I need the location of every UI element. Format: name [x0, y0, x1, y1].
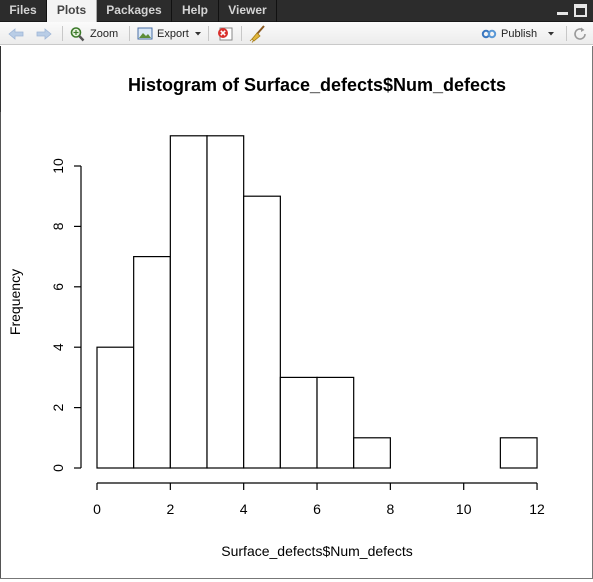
tab-plots[interactable]: Plots [47, 0, 97, 23]
histogram-bar [133, 256, 171, 469]
publish-icon [481, 29, 497, 38]
broom-icon [249, 24, 265, 43]
y-axis: 0 2 4 6 8 10 [50, 158, 82, 472]
tab-viewer[interactable]: Viewer [219, 0, 277, 22]
export-label: Export [157, 27, 189, 40]
x-tick-label: 12 [529, 501, 545, 517]
tab-packages[interactable]: Packages [97, 0, 172, 22]
toolbar-divider [62, 26, 63, 41]
histogram-bar [279, 376, 318, 469]
histogram-bar [499, 437, 538, 469]
export-image-icon [137, 27, 153, 39]
x-tick-label: 6 [313, 501, 321, 517]
y-tick-label: 2 [50, 403, 66, 411]
toolbar-divider [241, 26, 242, 41]
x-axis: 0 2 4 6 8 10 12 [93, 482, 545, 517]
y-axis-label: Frequency [7, 269, 23, 335]
publish-label: Publish [501, 27, 538, 40]
histogram-bar [206, 135, 245, 469]
histogram-bar [169, 135, 208, 469]
histogram-bar [243, 195, 281, 469]
minimize-pane-icon[interactable] [556, 4, 569, 17]
pane-border [0, 578, 593, 579]
remove-plot-icon [218, 27, 233, 40]
refresh-button[interactable] [572, 22, 588, 45]
x-tick-label: 0 [93, 501, 101, 517]
y-tick-label: 8 [50, 222, 66, 230]
clear-all-plots-button[interactable] [249, 22, 267, 45]
tab-help[interactable]: Help [172, 0, 219, 22]
tab-files[interactable]: Files [0, 0, 47, 22]
histogram-bars [96, 135, 538, 469]
x-tick-label: 4 [240, 501, 248, 517]
chevron-down-icon [548, 31, 555, 35]
y-tick-label: 0 [50, 464, 66, 472]
histogram-bar [353, 437, 391, 469]
zoom-icon [70, 26, 85, 41]
plots-toolbar: Zoom Export Publish [0, 22, 593, 45]
pane-tabbar: Files Plots Packages Help Viewer [0, 0, 593, 23]
zoom-label: Zoom [90, 27, 119, 40]
maximize-pane-icon[interactable] [574, 4, 587, 17]
x-axis-label: Surface_defects$Num_defects [221, 543, 412, 559]
histogram-chart: Histogram of Surface_defects$Num_defects… [7, 75, 545, 559]
chevron-down-icon [194, 31, 201, 35]
histogram-bar [96, 346, 135, 469]
toolbar-divider [129, 26, 130, 41]
pane-border [0, 112, 1, 578]
x-tick-label: 8 [386, 501, 394, 517]
refresh-icon [574, 27, 586, 40]
export-button[interactable]: Export [137, 22, 202, 45]
toolbar-divider [566, 26, 567, 41]
pane-border [0, 46, 1, 112]
y-tick-label: 10 [50, 158, 66, 174]
back-arrow-icon[interactable] [7, 22, 25, 45]
x-tick-label: 10 [456, 501, 472, 517]
histogram-bar [316, 376, 355, 469]
toolbar-divider [208, 26, 209, 41]
x-tick-label: 2 [166, 501, 174, 517]
zoom-button[interactable]: Zoom [69, 22, 118, 45]
plot-viewer: Histogram of Surface_defects$Num_defects… [0, 46, 593, 582]
publish-button[interactable]: Publish [481, 22, 555, 45]
chart-title: Histogram of Surface_defects$Num_defects [128, 75, 506, 95]
y-tick-label: 6 [50, 283, 66, 291]
remove-plot-button[interactable] [216, 22, 234, 45]
forward-arrow-icon[interactable] [35, 22, 53, 45]
y-tick-label: 4 [50, 343, 66, 351]
